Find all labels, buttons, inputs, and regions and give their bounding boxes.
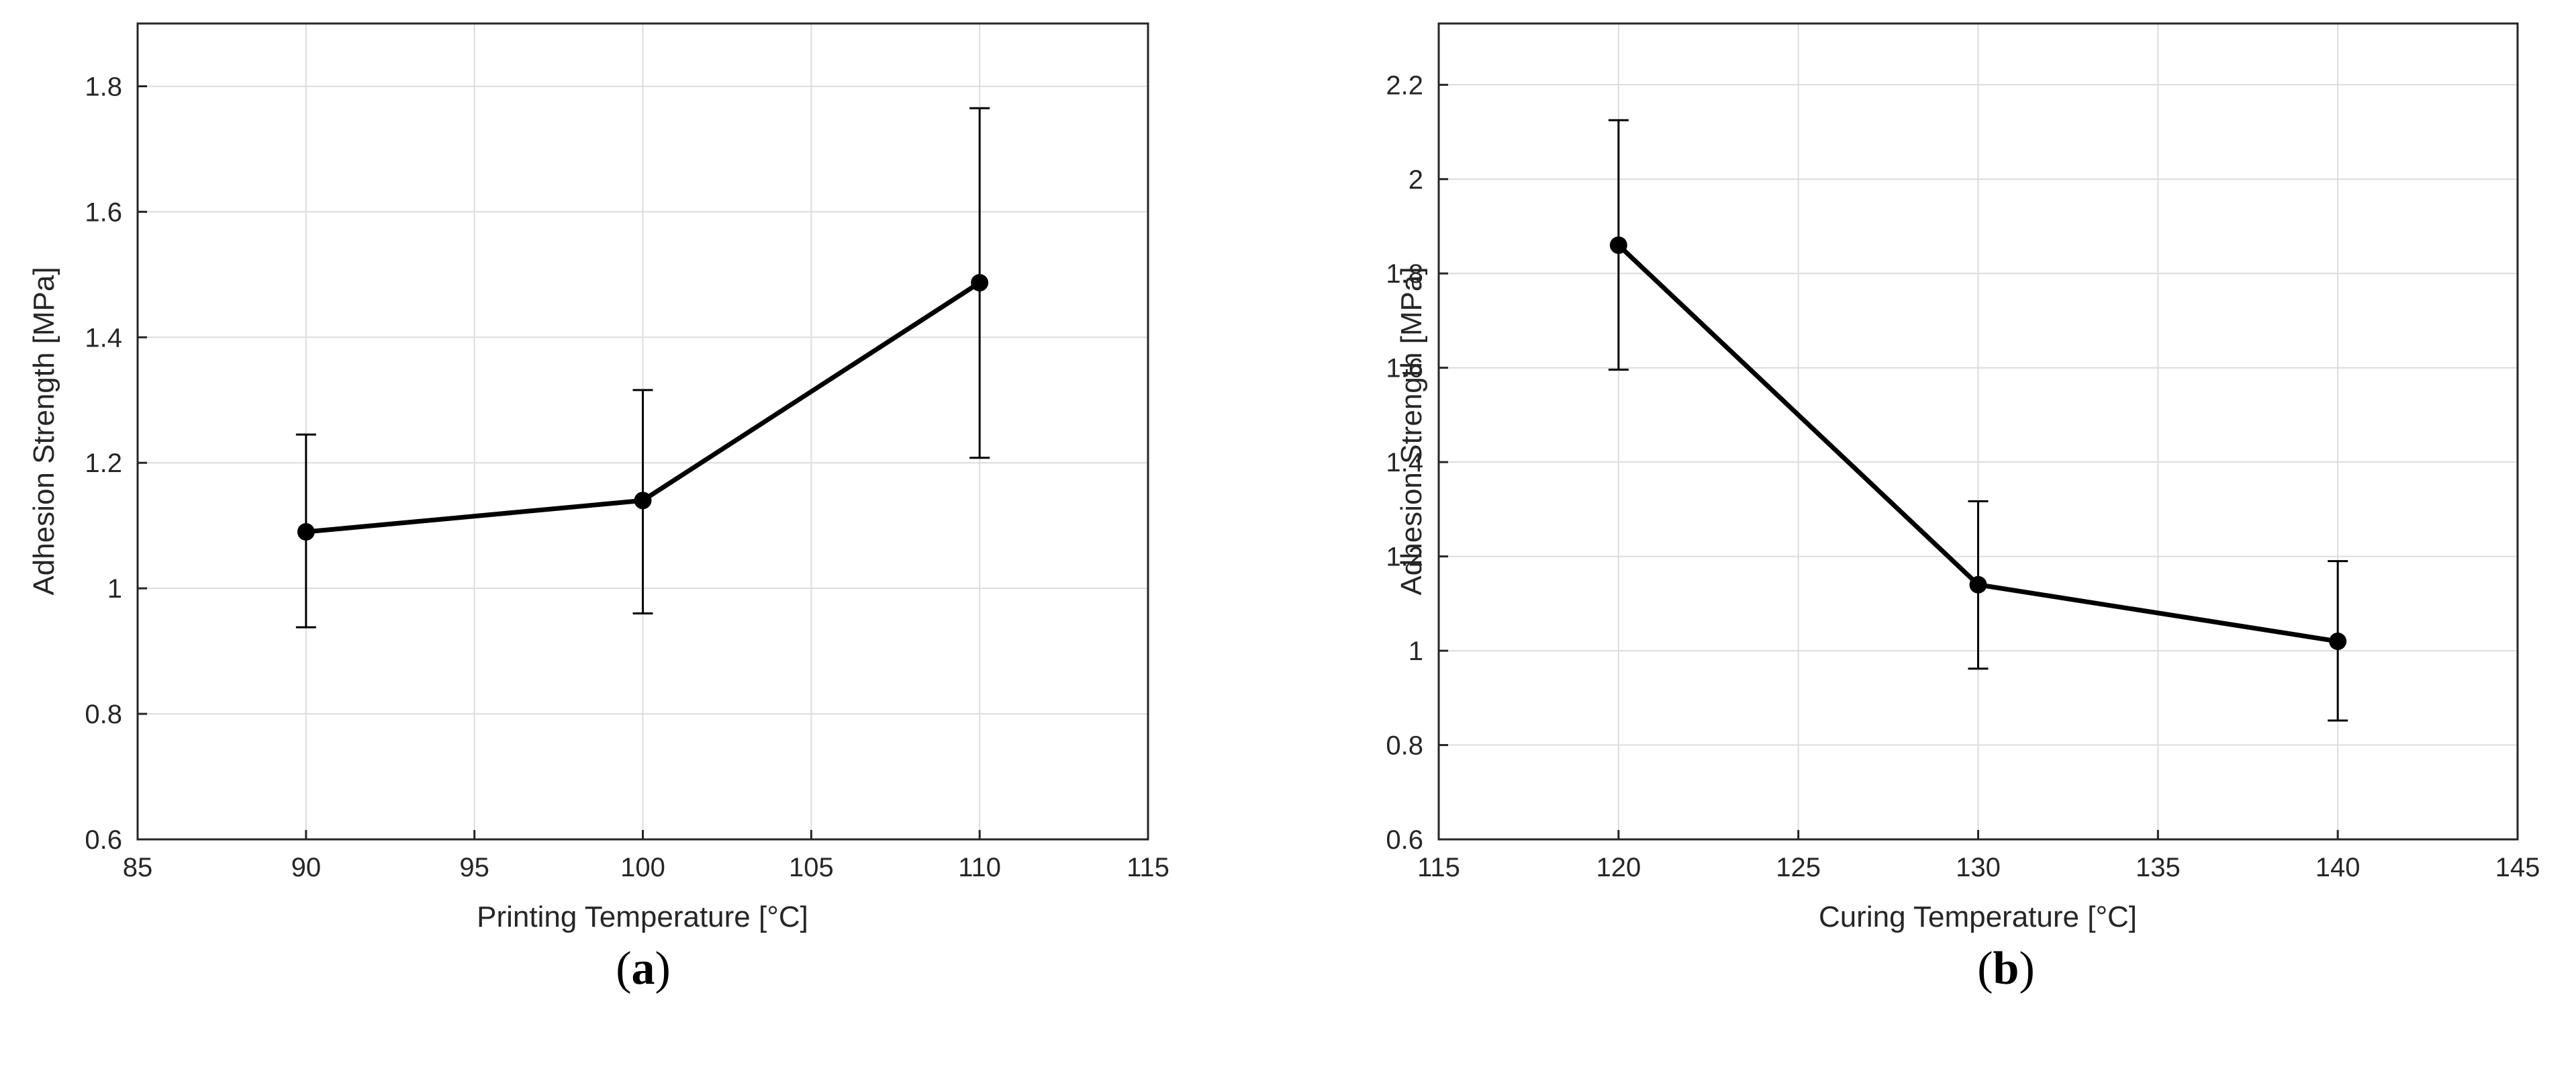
- x-tick-label-a: 90: [291, 853, 322, 882]
- chart-panel-b: 115 120 125 130 135 140 145 Curing Temperature …: [1386, 22, 2540, 994]
- chart-panel-a: 85 90 95 100 105 110 115 Printing Temperature […: [28, 22, 1170, 994]
- y-axis-a: 0.6 0.8 1 1.2 1.4 1.6 1.8 Adhesion Strength [MP…: [28, 72, 147, 855]
- series-a-0: [295, 107, 990, 629]
- y-axis-label-a: Adhesion Strength [MPa]: [28, 267, 60, 595]
- data-point-b: [1969, 575, 1987, 594]
- x-tick-label-b: 135: [2136, 853, 2181, 882]
- series-b-0: [1608, 119, 2348, 722]
- x-tick-label-a: 85: [123, 853, 153, 882]
- x-axis-b: 115 120 125 130 135 140 145 Curing Temperature …: [1417, 830, 2540, 933]
- data-point-b: [2329, 633, 2347, 651]
- data-point-a: [297, 523, 315, 541]
- y-tick-label-a: 1.2: [85, 449, 122, 478]
- y-tick-label-a: 1.8: [85, 72, 122, 101]
- panel-label-b-letter: b: [1993, 943, 2019, 994]
- x-tick-label-a: 110: [958, 853, 1001, 882]
- panel-label-a: (a): [616, 943, 671, 994]
- data-point-a: [634, 492, 652, 510]
- y-tick-label-a: 0.8: [85, 700, 122, 729]
- y-axis-b: 0.6 0.8 1 1.2 1.4 1.6 1.8 2 2.2 Adhesion Strength…: [1386, 71, 1448, 855]
- data-point-b: [1609, 236, 1627, 254]
- y-tick-label-b: 1.4: [1386, 448, 1423, 477]
- y-tick-label-b: 0.8: [1386, 731, 1423, 761]
- x-axis-label-a: Printing Temperature [°C]: [477, 900, 808, 933]
- y-tick-label-a: 1.6: [85, 197, 122, 227]
- y-tick-label-a: 1: [107, 574, 122, 604]
- y-tick-label-a: 0.6: [85, 825, 122, 855]
- x-tick-label-a: 115: [1127, 853, 1170, 882]
- data-point-a: [971, 273, 989, 291]
- y-tick-label-b: 1.2: [1386, 543, 1423, 572]
- y-axis-label-b: Adhesion Strength [MPa]: [1395, 267, 1428, 595]
- y-tick-label-b: 1: [1409, 637, 1423, 666]
- y-tick-label-b: 2.2: [1386, 71, 1423, 100]
- y-tick-label-b: 0.6: [1386, 825, 1423, 855]
- x-tick-label-b: 140: [2316, 853, 2360, 882]
- panel-label-b: (b): [1977, 943, 2035, 994]
- x-tick-label-b: 130: [1956, 853, 2001, 882]
- x-tick-label-b: 125: [1776, 853, 1821, 882]
- x-tick-label-b: 145: [2495, 853, 2540, 882]
- y-tick-label-b: 1.6: [1386, 354, 1423, 383]
- x-axis-a: 85 90 95 100 105 110 115 Printing Temperature […: [123, 830, 1170, 933]
- y-tick-label-a: 1.4: [85, 323, 122, 353]
- x-tick-label-a: 95: [459, 853, 489, 882]
- x-tick-label-a: 100: [620, 853, 665, 882]
- x-tick-label-b: 120: [1596, 853, 1641, 882]
- panel-label-a-letter: a: [632, 943, 655, 994]
- y-tick-label-b: 2: [1409, 165, 1423, 195]
- x-axis-label-b: Curing Temperature [°C]: [1819, 900, 2137, 933]
- x-tick-label-b: 115: [1417, 853, 1460, 882]
- x-tick-label-a: 105: [789, 853, 834, 882]
- y-tick-label-b: 1.8: [1386, 259, 1423, 289]
